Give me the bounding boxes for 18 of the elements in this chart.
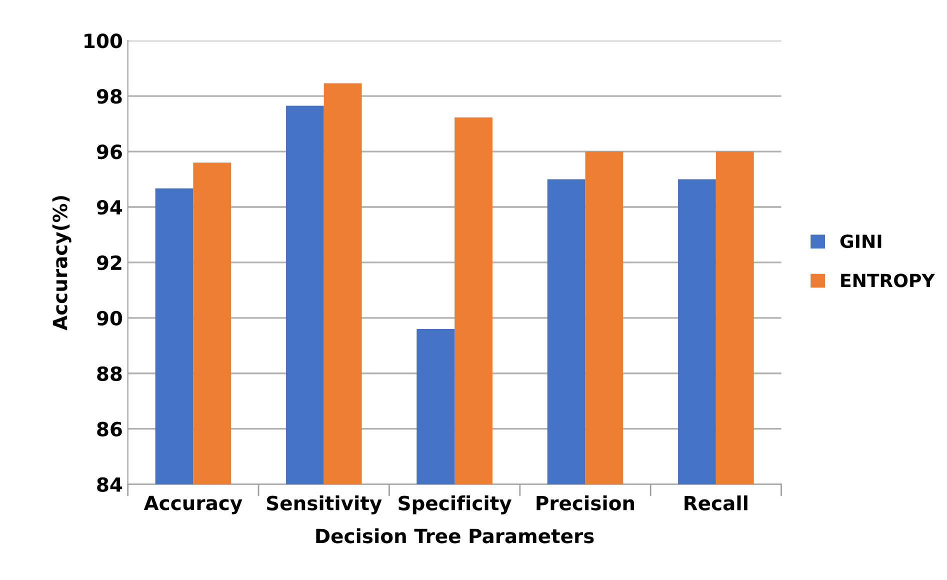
y-tick-label: 100 <box>84 34 122 48</box>
y-tick-label: 96 <box>96 144 122 160</box>
y-axis-title: Accuracy(%) <box>52 196 72 330</box>
x-tick-label: Sensitivity <box>266 495 382 514</box>
x-tick-label: Precision <box>536 495 634 510</box>
legend-label: ENTROPY <box>841 274 935 288</box>
legend-label: GINI <box>840 234 882 248</box>
y-tick-label: 98 <box>96 89 122 104</box>
y-tick-label: 92 <box>96 255 122 270</box>
x-axis-title: Decision Tree Parameters <box>316 528 594 544</box>
y-tick-label: 90 <box>96 310 122 326</box>
x-tick-label: Specificity <box>398 495 512 514</box>
x-tick-label: Accuracy <box>144 496 242 514</box>
x-tick-label: Recall <box>684 495 748 510</box>
y-tick-label: 84 <box>97 477 122 492</box>
y-tick-label: 86 <box>97 422 122 436</box>
y-tick-label: 88 <box>97 366 122 382</box>
y-tick-label: 94 <box>96 200 122 215</box>
